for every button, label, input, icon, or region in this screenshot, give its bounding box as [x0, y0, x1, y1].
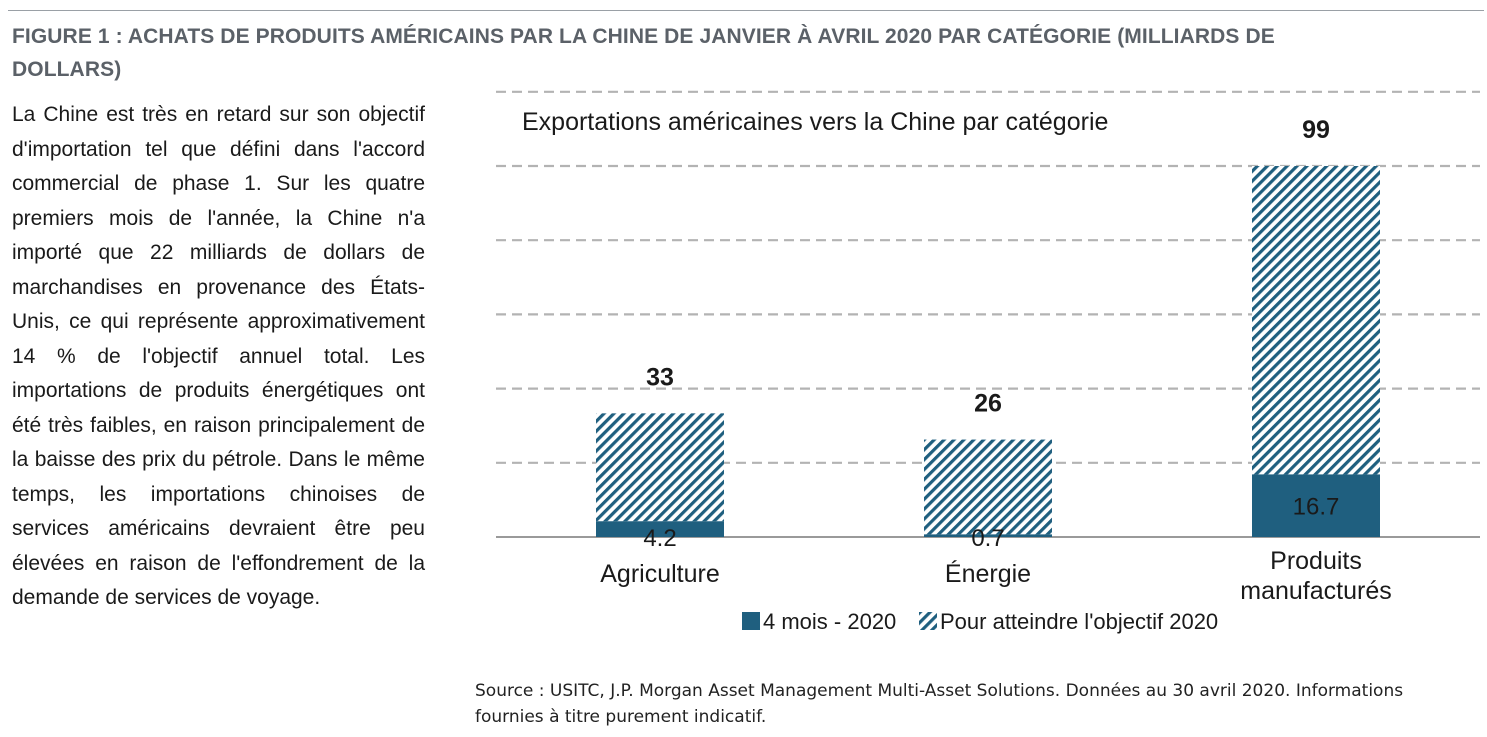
stacked-bar-chart: Exportations américaines vers la Chine p… [496, 90, 1480, 634]
total-value-label: 99 [1302, 116, 1330, 144]
segment-value-label: 16.7 [1293, 494, 1340, 521]
bar-target-remaining [1252, 166, 1380, 475]
legend-swatch-solid [742, 612, 760, 630]
bar-four-months [596, 521, 724, 537]
category-label: Produits manufacturés [1240, 547, 1391, 605]
source-note: Source : USITC, J.P. Morgan Asset Manage… [475, 681, 1404, 727]
bar-target-remaining [924, 439, 1052, 535]
total-value-label: 26 [974, 390, 1002, 418]
legend-label-four-months: 4 mois - 2020 [763, 609, 896, 634]
total-value-label: 33 [646, 363, 674, 391]
category-label: Énergie [945, 559, 1031, 588]
bar-four-months [924, 534, 1052, 537]
bar-four-months [1252, 474, 1380, 537]
chart-title: Exportations américaines vers la Chine p… [522, 108, 1108, 136]
category-label: Agriculture [600, 560, 720, 588]
bar-target-remaining [596, 413, 724, 522]
segment-value-label: 4.2 [643, 525, 676, 552]
top-rule [8, 10, 1484, 11]
legend-label-target: Pour atteindre l'objectif 2020 [940, 609, 1218, 634]
legend-swatch-hatched [919, 612, 937, 630]
commentary-text: La Chine est très en retard sur son obje… [12, 103, 425, 609]
figure-title: FIGURE 1 : ACHATS DE PRODUITS AMÉRICAINS… [12, 25, 1275, 81]
segment-value-label: 0.7 [971, 525, 1004, 552]
